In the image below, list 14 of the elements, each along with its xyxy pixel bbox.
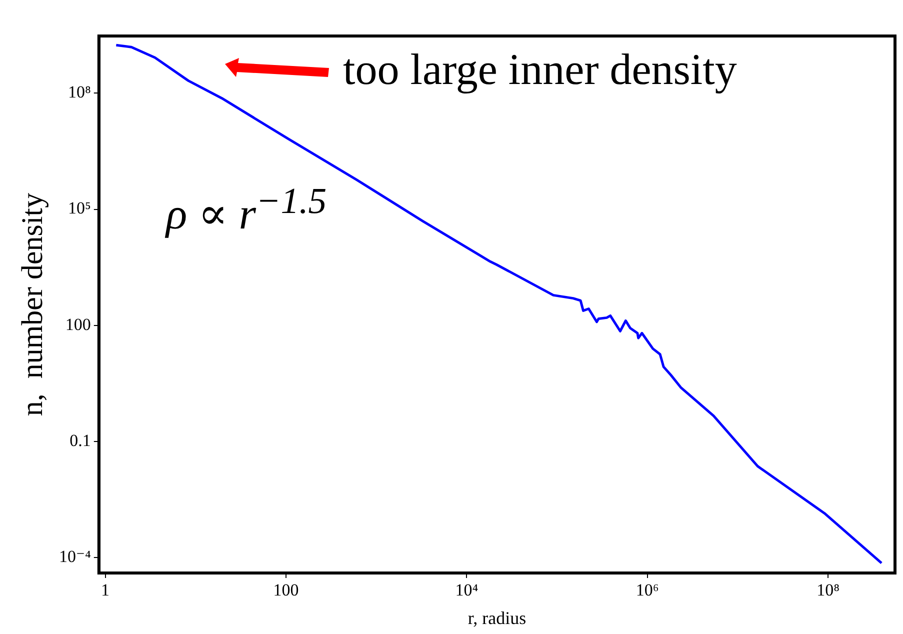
y-tick-label: 10⁵ [68, 198, 91, 218]
x-axis-title: r, radius [468, 608, 526, 628]
annotation: too large inner density [343, 45, 737, 94]
x-tick-label: 10⁶ [636, 580, 659, 600]
x-tick-label: 1 [101, 580, 110, 600]
annotation: ρ ∝ r$^{−1.5}$ [166, 180, 327, 239]
x-tick-label: 100 [273, 580, 299, 600]
y-tick-label: 0.1 [70, 430, 91, 450]
y-tick-label: 100 [65, 314, 91, 334]
x-tick-label: 10⁴ [455, 580, 478, 600]
y-tick-label: 10⁸ [68, 82, 91, 102]
y-tick-label: 10⁻⁴ [58, 547, 91, 566]
y-axis-title: n, number density [16, 192, 49, 416]
x-tick-label: 10⁸ [816, 580, 840, 600]
